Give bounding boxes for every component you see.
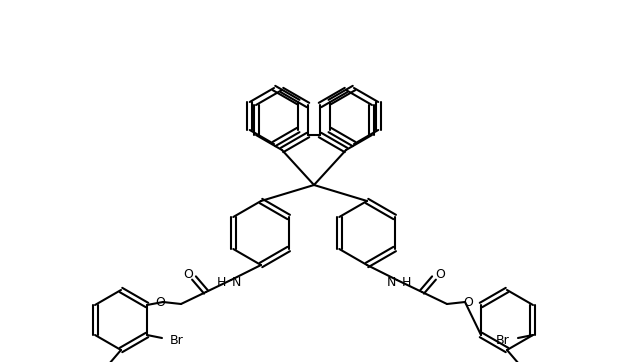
Text: O: O	[155, 295, 165, 308]
Text: N: N	[232, 275, 241, 289]
Text: Br: Br	[170, 333, 184, 346]
Text: O: O	[463, 295, 473, 308]
Text: O: O	[183, 268, 193, 281]
Text: H: H	[217, 275, 226, 289]
Text: O: O	[435, 268, 445, 281]
Text: N: N	[387, 275, 396, 289]
Text: Br: Br	[496, 333, 510, 346]
Text: H: H	[402, 275, 411, 289]
